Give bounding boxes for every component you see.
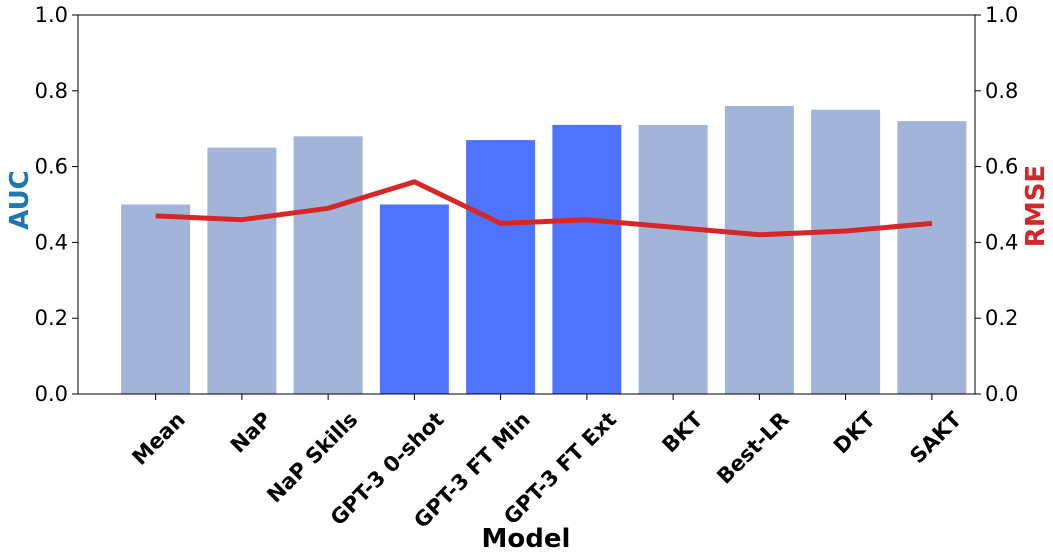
x-tick-label: BKT [657, 407, 707, 457]
y-axis-title: AUC [5, 170, 35, 230]
bar-sakt [897, 121, 967, 395]
bar-gpt-3-ft-min [466, 140, 536, 394]
x-tick-label: Best-LR [712, 407, 793, 488]
left-axis-ticks: 0.0 0.2 0.4 0.6 0.8 1.0 [35, 3, 78, 406]
y-tick-label: 0.4 [35, 230, 68, 254]
y2-tick-label: 0.6 [985, 155, 1018, 179]
bar-dkt [811, 109, 881, 394]
y2-axis-title: RMSE [1021, 165, 1051, 247]
bar-mean [121, 204, 191, 394]
bar-gpt-3-0-shot [379, 204, 449, 394]
x-tick-label: Mean [127, 407, 189, 469]
rmse-line-group [155, 179, 933, 238]
y-tick-label: 0.2 [35, 306, 68, 330]
bar-bkt [638, 124, 708, 394]
right-axis-ticks: 0.0 0.2 0.4 0.6 0.8 1.0 [975, 3, 1018, 406]
bar-gpt-3-ft-ext [552, 124, 622, 394]
bars-group [121, 105, 967, 395]
y-tick-label: 1.0 [35, 3, 68, 27]
bar-nap-skills [293, 136, 363, 394]
y-tick-label: 0.6 [35, 155, 68, 179]
x-axis-title: Model [482, 524, 571, 554]
y2-tick-label: 0.4 [985, 230, 1018, 254]
y2-tick-label: 1.0 [985, 3, 1018, 27]
plot-frame [77, 14, 976, 395]
x-tick-label: DKT [829, 407, 880, 458]
x-tick-label: NaP [226, 407, 276, 457]
bar-nap [207, 147, 277, 394]
y-tick-label: 0.8 [35, 79, 68, 103]
y2-tick-label: 0.0 [985, 382, 1018, 406]
y2-tick-label: 0.8 [985, 79, 1018, 103]
bar-best-lr [724, 105, 794, 395]
y-tick-label: 0.0 [35, 382, 68, 406]
rmse-line [155, 179, 933, 238]
x-tick-label: SAKT [905, 407, 966, 468]
y2-tick-label: 0.2 [985, 306, 1018, 330]
